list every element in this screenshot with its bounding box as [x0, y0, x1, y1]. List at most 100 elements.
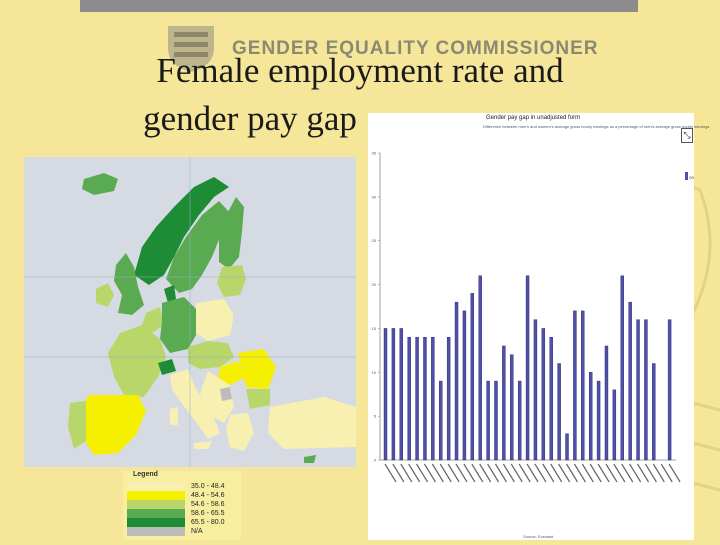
resize-handle-icon[interactable]: ⤡ — [681, 128, 693, 143]
legend-label: 54.6 - 58.6 — [191, 501, 225, 508]
chart-bar — [667, 319, 672, 461]
chart-legend-swatch — [685, 172, 688, 180]
legend-label: N/A — [191, 528, 203, 535]
legend-label: 35.0 - 48.4 — [191, 483, 225, 490]
legend-swatch — [127, 509, 185, 518]
chart-bar — [502, 345, 506, 461]
region-spain — [80, 395, 146, 455]
slide-title-line2: gender pay gap — [143, 99, 357, 138]
x-tick-label — [510, 463, 523, 483]
x-tick-label — [439, 463, 452, 483]
chart-bar — [439, 380, 443, 461]
x-tick-label — [479, 463, 492, 483]
chart-bar — [636, 319, 640, 461]
x-tick-label — [581, 463, 594, 483]
region-ireland — [96, 283, 114, 307]
x-tick-label — [629, 463, 642, 483]
region-baltics — [217, 265, 246, 297]
chart-bar — [454, 301, 459, 461]
region-hungary — [218, 361, 246, 385]
region-italy — [170, 369, 220, 439]
y-tick-label: 15 — [372, 326, 377, 331]
y-tick-label: 10 — [372, 370, 377, 375]
chart-bar — [628, 301, 632, 461]
x-tick-label — [558, 463, 571, 483]
x-tick-label — [463, 463, 476, 483]
x-tick-label — [589, 463, 602, 483]
region-cyprus — [304, 455, 316, 463]
region-na — [220, 387, 232, 401]
x-tick-label — [392, 463, 405, 483]
chart-plot: 0 5 10 15 20 25 30 35 2005 Source: Eurostat — [372, 151, 699, 540]
coat-of-arms-icon — [168, 26, 214, 72]
chart-bar — [565, 433, 569, 461]
region-norway — [134, 177, 229, 285]
x-tick-label — [423, 463, 436, 483]
x-tick-label — [652, 463, 665, 483]
x-tick-label — [447, 463, 460, 483]
x-tick-label — [542, 463, 555, 483]
x-tick-label — [455, 463, 468, 483]
legend-swatch — [127, 482, 185, 491]
legend-swatch — [127, 518, 185, 527]
x-tick-label — [518, 463, 531, 483]
region-denmark — [164, 285, 176, 303]
x-tick-label — [384, 463, 397, 483]
region-poland — [196, 299, 234, 341]
y-tick-label: 20 — [372, 282, 377, 287]
chart-bar — [383, 328, 388, 461]
chart-bar — [525, 275, 530, 461]
chart-bar — [470, 293, 475, 461]
chart-bar — [407, 336, 411, 461]
x-tick-label — [660, 463, 673, 483]
region-turkey — [268, 397, 356, 449]
chart-bar — [423, 336, 427, 461]
region-portugal — [68, 401, 86, 449]
chart-bar — [446, 336, 451, 461]
region-switzerland — [158, 359, 176, 375]
x-tick-label — [573, 463, 586, 483]
x-tick-label — [621, 463, 634, 483]
chart-bar — [478, 275, 482, 461]
x-tick-label — [613, 463, 626, 483]
chart-bar — [652, 363, 656, 461]
region-sweden — [166, 201, 229, 293]
x-tick-label — [502, 463, 515, 483]
map-legend: Legend 35.0 - 48.4 48.4 - 54.6 54.6 - 58… — [123, 471, 241, 540]
europe-map — [24, 157, 356, 467]
chart-bar — [588, 372, 593, 461]
chart-bar — [612, 389, 617, 461]
chart-bar — [644, 319, 648, 461]
x-tick-label — [637, 463, 650, 483]
region-uk — [114, 253, 144, 315]
slide-title-line1: Female employment rate and — [156, 51, 564, 90]
map-legend-title: Legend — [133, 471, 158, 478]
chart-bar — [510, 354, 514, 461]
x-tick-label — [408, 463, 421, 483]
legend-swatch — [127, 527, 185, 536]
x-tick-label — [605, 463, 618, 483]
region-sicily — [194, 441, 212, 449]
chart-bar — [541, 328, 546, 461]
chart-bar — [573, 310, 577, 461]
organization-name: GENDER EQUALITY COMMISSIONER — [232, 38, 599, 59]
chart-bar — [549, 336, 553, 461]
region-finland — [219, 197, 244, 269]
x-tick-label — [487, 463, 500, 483]
y-tick-label: 25 — [372, 238, 377, 243]
region-greece — [226, 413, 254, 451]
legend-label: 58.6 - 65.5 — [191, 510, 225, 517]
x-tick-label — [416, 463, 429, 483]
chart-title: Gender pay gap in unadjusted form — [486, 115, 581, 121]
x-tick-label — [644, 463, 657, 483]
legend-swatch — [127, 491, 185, 500]
x-tick-label — [550, 463, 563, 483]
europe-map-graphic — [24, 157, 356, 467]
legend-swatch — [127, 500, 185, 509]
chart-bar — [517, 380, 522, 461]
chart-bar — [486, 380, 490, 461]
x-tick-label — [597, 463, 610, 483]
chart-bar — [596, 380, 601, 461]
y-tick-label: 5 — [374, 414, 377, 419]
region-france — [108, 325, 166, 397]
